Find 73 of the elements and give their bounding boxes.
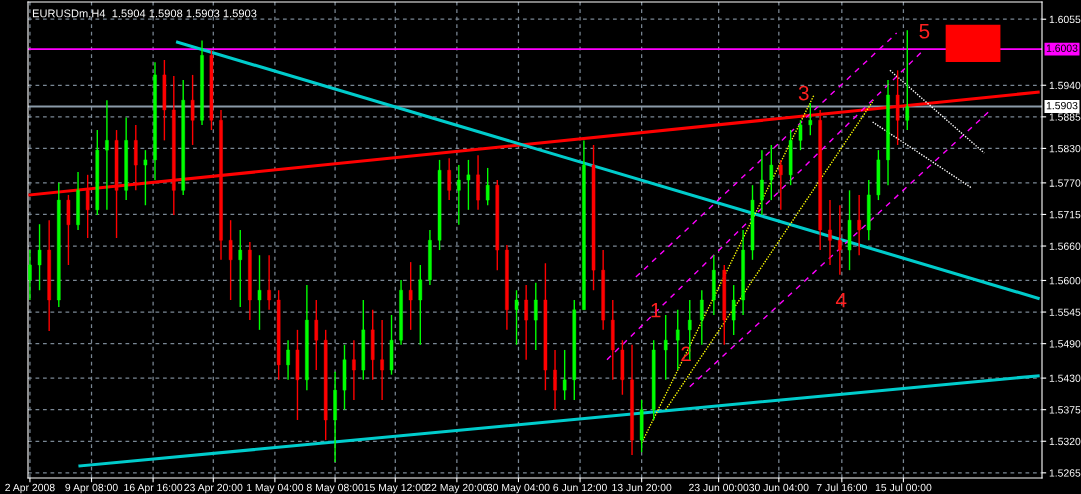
- candlestick: [105, 99, 109, 211]
- candlestick: [562, 349, 567, 401]
- text: EURUSDm,H4 1.5904 1.5908 1.5903 1.5903: [32, 9, 257, 19]
- x-tick-label: 15 May 12:00: [364, 483, 427, 494]
- x-tick-label: 23 Jun 00:00: [689, 483, 749, 492]
- y-tick-label: 1.5600: [1049, 276, 1081, 285]
- x-tick-label: 7 Jul 16:00: [816, 483, 867, 492]
- annotation: 1: [651, 302, 661, 318]
- x-tick-label: 16 Apr 16:00: [124, 483, 183, 494]
- x-tick-label: 22 May 20:00: [425, 483, 489, 494]
- x-tick-label: 6 Jun 12:00: [553, 483, 607, 492]
- annotation: 3: [798, 85, 809, 101]
- candlestick: [760, 149, 764, 216]
- candlestick: [731, 284, 736, 336]
- candlestick: [905, 29, 910, 131]
- candlestick: [190, 74, 195, 146]
- x-tick-label: 1 May 04:00: [247, 483, 304, 494]
- candlestick: [228, 219, 233, 301]
- candlestick: [143, 149, 148, 206]
- x-tick-label: 8 May 08:00: [306, 483, 364, 494]
- y-tick-label: 1.5940: [1049, 81, 1081, 90]
- y-tick-label: 1.5770: [1049, 179, 1081, 187]
- candlestick: [447, 157, 451, 201]
- x-tick-label: 13 Jun 20:00: [612, 483, 672, 492]
- candlestick: [534, 282, 538, 351]
- candlestick: [238, 229, 243, 308]
- candlestick: [380, 319, 384, 401]
- candlestick: [352, 339, 356, 401]
- candlestick: [675, 309, 680, 371]
- x-tick-label: 9 Apr 08:00: [65, 483, 118, 494]
- y-tick-label: 1.5265: [1049, 469, 1081, 477]
- candlestick: [769, 144, 774, 201]
- candlestick: [457, 164, 461, 226]
- y-tick-label: 1.5660: [1049, 242, 1081, 250]
- y-tick-label: 1.5430: [1049, 374, 1081, 382]
- candlestick: [779, 159, 783, 211]
- candlestick: [828, 199, 832, 266]
- candlestick: [37, 223, 42, 291]
- y-tick-label: 1.5715: [1049, 211, 1081, 219]
- annotation: 4: [835, 292, 847, 308]
- candlestick: [553, 349, 557, 411]
- x-tick-label: 2 Apr 2008: [5, 483, 55, 494]
- ref-line-label: 1.6003: [1046, 44, 1078, 52]
- candlestick: [418, 264, 423, 346]
- ref-line-label: 1.5903: [1046, 101, 1078, 110]
- candlestick: [28, 249, 32, 301]
- candlestick: [663, 314, 668, 381]
- candlestick: [857, 194, 861, 256]
- candlestick: [408, 261, 413, 331]
- candlestick: [466, 159, 471, 211]
- candlestick: [798, 119, 803, 151]
- candlestick: [700, 289, 704, 346]
- candlestick: [524, 284, 528, 361]
- candlestick: [808, 102, 813, 136]
- candlestick: [314, 299, 319, 371]
- y-tick-label: 1.6055: [1049, 15, 1081, 24]
- candlestick: [286, 339, 290, 381]
- x-tick-label: 30 Jun 04:00: [749, 483, 809, 492]
- candlestick: [838, 204, 842, 276]
- y-tick-label: 1.5320: [1049, 437, 1081, 446]
- x-tick-label: 15 Jul 00:00: [875, 483, 932, 492]
- candlestick: [485, 167, 490, 206]
- y-tick-label: 1.5885: [1049, 113, 1081, 121]
- y-tick-label: 1.5490: [1049, 340, 1081, 348]
- y-tick-label: 1.5375: [1049, 406, 1081, 414]
- annotation: 5: [919, 23, 930, 39]
- x-tick-label: 23 Apr 20:00: [184, 483, 243, 494]
- x-tick-label: 30 May 04:00: [487, 483, 550, 494]
- candlestick: [257, 254, 262, 331]
- candlestick: [267, 254, 271, 311]
- y-tick-label: 1.5545: [1049, 308, 1081, 316]
- y-tick-label: 1.5830: [1049, 144, 1081, 153]
- candlestick: [514, 289, 519, 346]
